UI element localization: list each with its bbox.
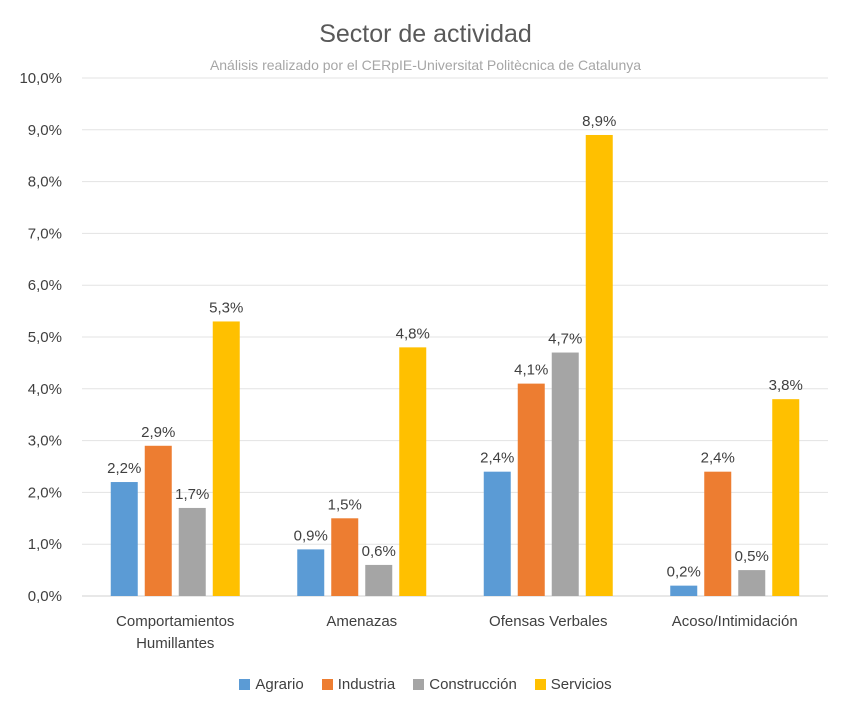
y-tick-label: 8,0% bbox=[28, 174, 62, 191]
data-label: 4,7% bbox=[548, 331, 582, 348]
data-label: 5,3% bbox=[209, 299, 243, 316]
bar bbox=[365, 564, 393, 596]
y-tick-label: 2,0% bbox=[28, 484, 62, 501]
y-tick-label: 3,0% bbox=[28, 433, 62, 450]
bar bbox=[297, 549, 325, 596]
y-tick-label: 5,0% bbox=[28, 329, 62, 346]
legend-swatch bbox=[534, 679, 546, 690]
x-tick-label: Acoso/Intimidación bbox=[672, 613, 798, 630]
data-label: 4,1% bbox=[514, 362, 548, 379]
y-tick-label: 0,0% bbox=[28, 588, 62, 605]
data-label: 4,8% bbox=[396, 325, 430, 342]
x-tick-label: Comportamientos bbox=[116, 613, 234, 630]
legend-swatch bbox=[413, 679, 425, 690]
bar bbox=[517, 383, 545, 596]
x-tick-label: Amenazas bbox=[326, 613, 397, 630]
bar bbox=[144, 445, 172, 596]
data-label: 0,2% bbox=[667, 564, 701, 581]
y-tick-label: 1,0% bbox=[28, 536, 62, 553]
y-tick-label: 9,0% bbox=[28, 122, 62, 139]
data-label: 2,9% bbox=[141, 424, 175, 441]
legend-label: Servicios bbox=[550, 676, 612, 693]
x-tick-label: Ofensas Verbales bbox=[489, 613, 607, 630]
legend-item: Construcción bbox=[413, 676, 517, 693]
chart-subtitle: Análisis realizado por el CERpIE-Univers… bbox=[209, 57, 642, 73]
data-label: 8,9% bbox=[582, 113, 616, 130]
chart-title: Sector de actividad bbox=[319, 20, 532, 48]
legend: Agrario Industria Construcción Servicios bbox=[0, 676, 851, 693]
y-tick-label: 10,0% bbox=[19, 70, 62, 87]
bar bbox=[331, 518, 359, 596]
legend-label: Industria bbox=[337, 676, 396, 693]
legend-swatch bbox=[321, 679, 333, 690]
data-label: 3,8% bbox=[769, 377, 803, 394]
bar bbox=[212, 321, 240, 596]
legend-item: Servicios bbox=[534, 676, 612, 693]
bar bbox=[399, 347, 427, 596]
data-label: 2,2% bbox=[107, 460, 141, 477]
bar bbox=[551, 352, 579, 596]
data-label: 0,9% bbox=[294, 527, 328, 544]
bar bbox=[670, 585, 698, 596]
data-label: 2,4% bbox=[480, 450, 514, 467]
bar bbox=[585, 134, 613, 597]
data-label: 0,5% bbox=[735, 548, 769, 565]
data-label: 1,7% bbox=[175, 486, 209, 503]
bar bbox=[772, 399, 800, 596]
y-tick-label: 6,0% bbox=[28, 277, 62, 294]
legend-swatch bbox=[239, 679, 251, 690]
bar bbox=[483, 471, 511, 596]
y-tick-label: 7,0% bbox=[28, 225, 62, 242]
legend-label: Construcción bbox=[429, 676, 517, 693]
bar bbox=[704, 471, 732, 596]
bar bbox=[738, 570, 766, 596]
y-tick-label: 4,0% bbox=[28, 381, 62, 398]
bar bbox=[110, 482, 138, 596]
data-label: 1,5% bbox=[328, 496, 362, 513]
data-label: 2,4% bbox=[701, 450, 735, 467]
legend-label: Agrario bbox=[255, 676, 304, 693]
legend-item: Industria bbox=[321, 676, 396, 693]
bar bbox=[178, 507, 206, 596]
data-label: 0,6% bbox=[362, 543, 396, 560]
x-tick-label: Humillantes bbox=[136, 635, 214, 652]
legend-item: Agrario bbox=[239, 676, 304, 693]
